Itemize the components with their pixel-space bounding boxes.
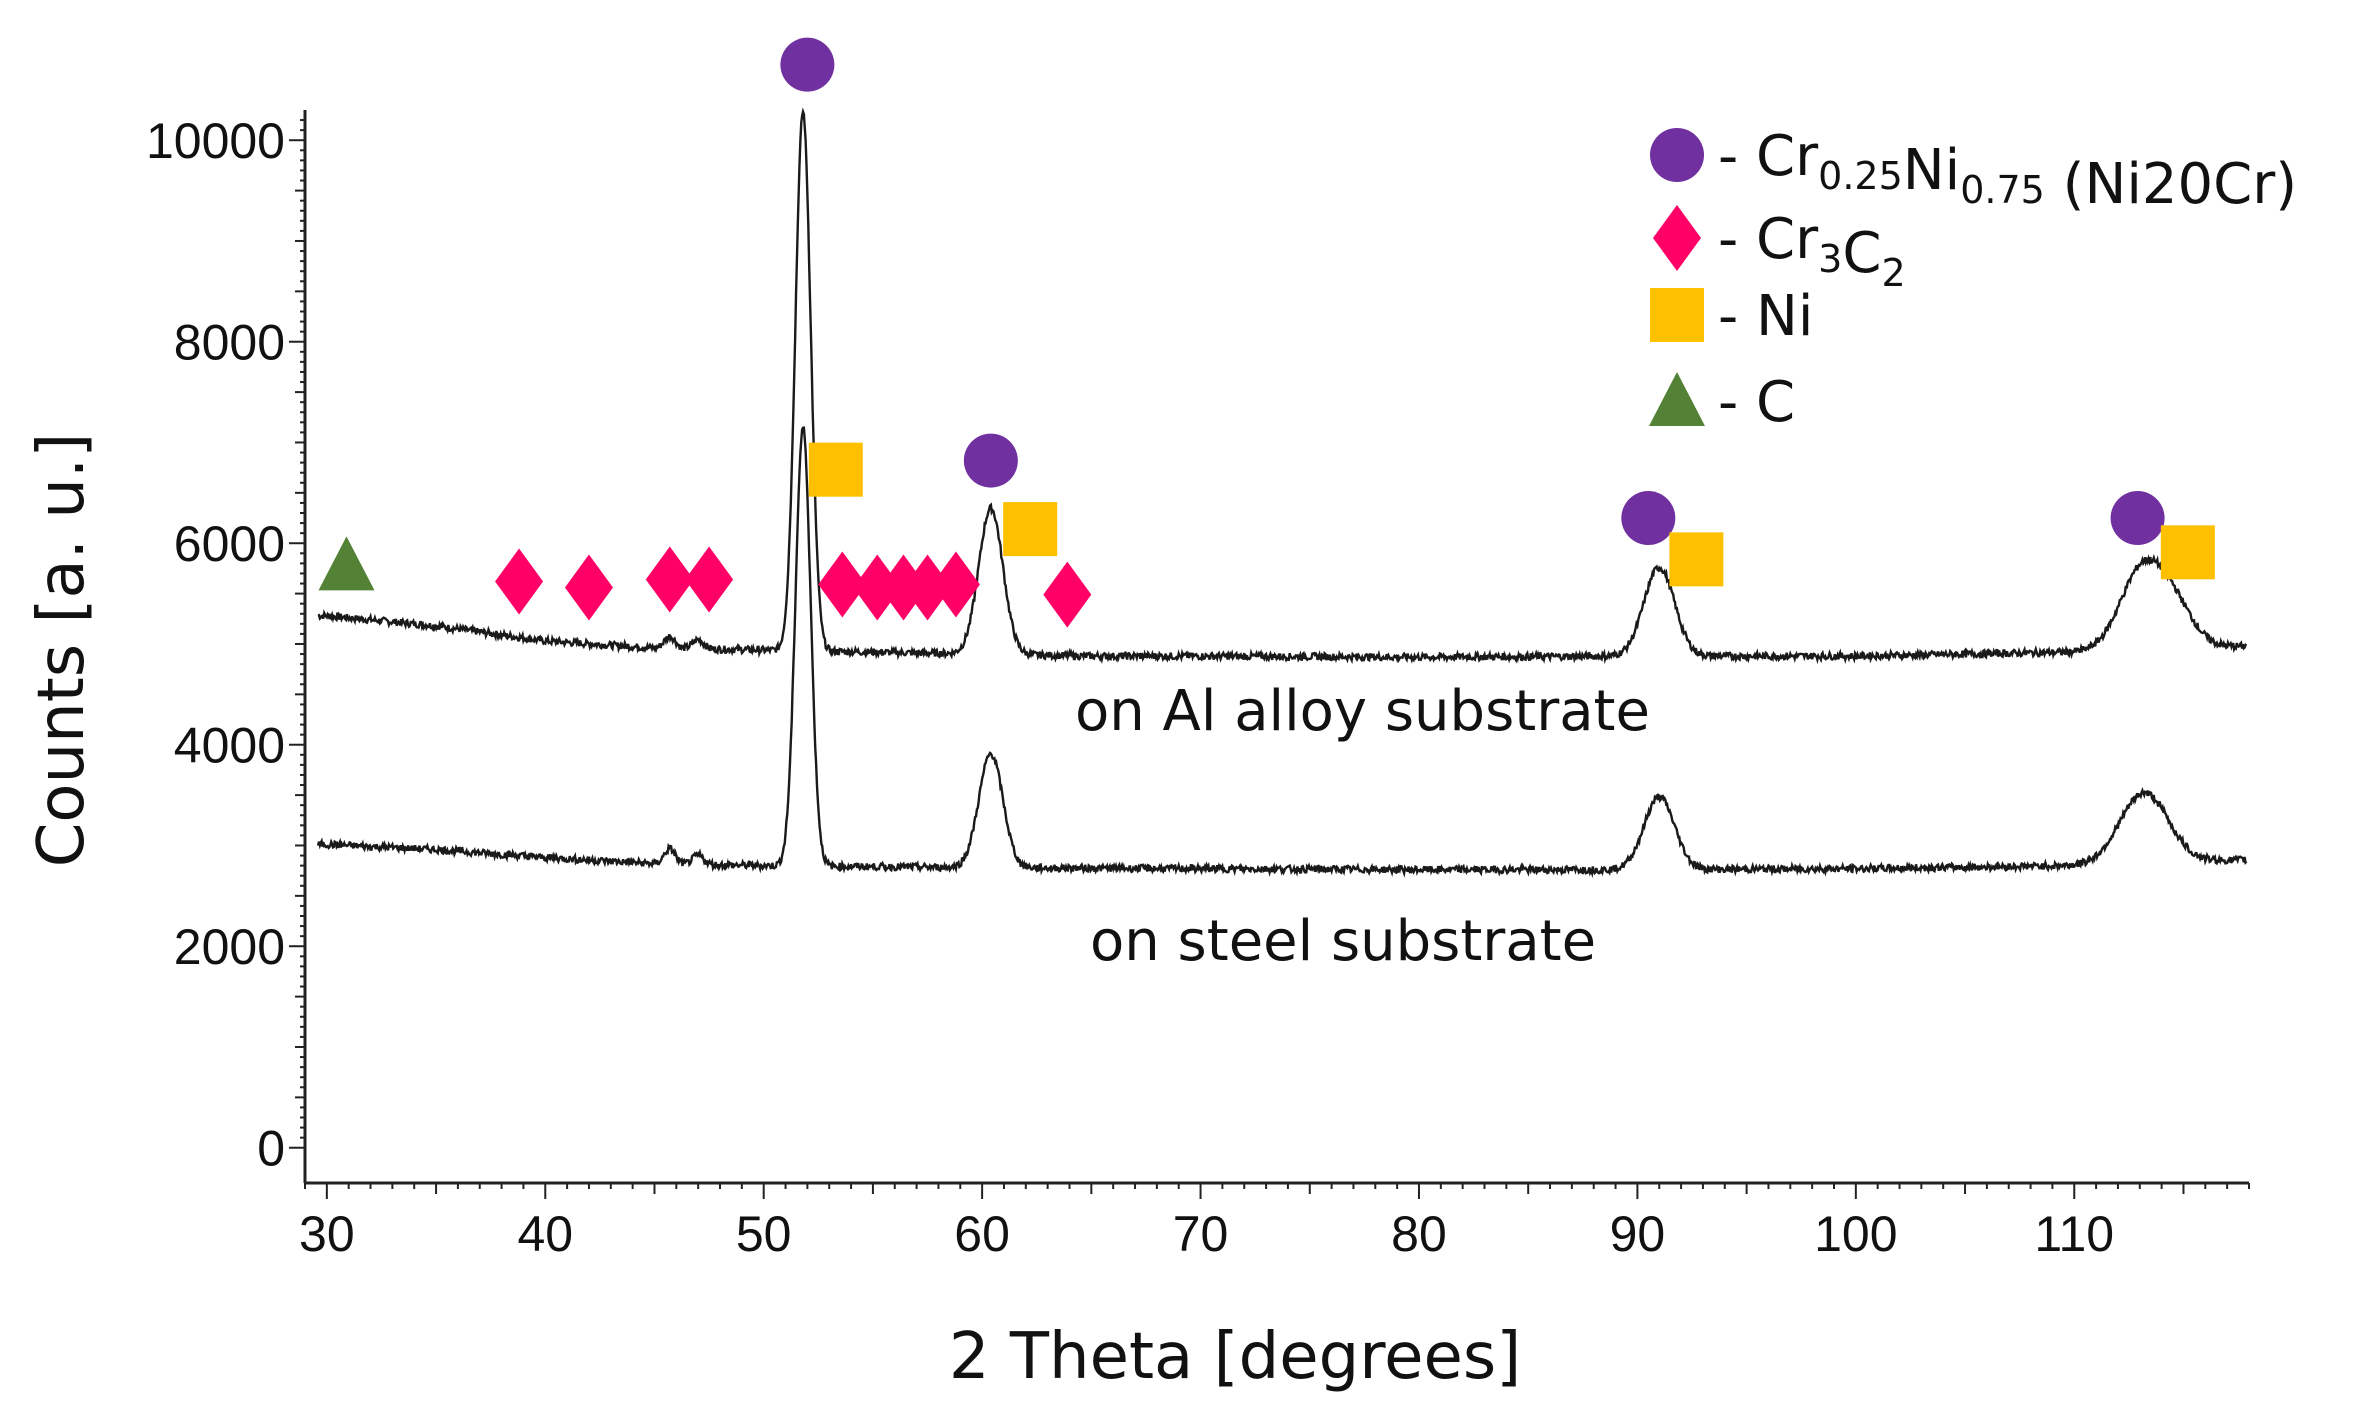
phase-marker-diamond — [879, 554, 928, 621]
phase-marker-diamond — [931, 551, 980, 618]
legend-diamond-icon — [1653, 205, 1701, 271]
phase-marker-square — [1669, 532, 1724, 587]
phase-marker-diamond — [495, 548, 544, 615]
x-tick-label: 60 — [954, 1206, 1010, 1262]
series-line-al-alloy — [317, 107, 2248, 665]
phase-marker-circle — [963, 433, 1018, 488]
x-tick-label: 30 — [299, 1206, 355, 1262]
series-line-steel — [316, 426, 2248, 878]
x-tick-label: 100 — [1814, 1206, 1897, 1262]
phase-marker-diamond — [645, 546, 694, 613]
legend-label: - Ni — [1718, 284, 1813, 349]
phase-marker-square — [808, 442, 863, 497]
legend-triangle-icon — [1649, 372, 1705, 426]
phase-marker-triangle — [318, 536, 375, 591]
x-tick-label: 80 — [1391, 1206, 1447, 1262]
legend: - Cr0.25Ni0.75 (Ni20Cr)- Cr3C2- Ni - C — [1649, 124, 2297, 435]
x-tick-label: 40 — [517, 1206, 573, 1262]
y-tick-label: 8000 — [174, 315, 285, 371]
phase-marker-square — [1003, 502, 1058, 557]
legend-circle-icon — [1650, 128, 1704, 182]
legend-label: - Cr3C2 — [1718, 207, 1906, 295]
legend-label: - Cr0.25Ni0.75 (Ni20Cr) — [1718, 124, 2297, 217]
x-tick-label: 90 — [1610, 1206, 1666, 1262]
y-ticks: 0 2000 4000 6000 8000 10000 — [146, 113, 305, 1177]
legend-label: - C — [1718, 370, 1795, 435]
marker-group — [318, 37, 2215, 628]
series-group — [316, 107, 2248, 878]
phase-marker-diamond — [853, 554, 902, 621]
annotation-al-alloy: on Al alloy substrate — [1075, 679, 1650, 744]
y-tick-label: 4000 — [174, 718, 285, 774]
phase-marker-square — [2160, 525, 2215, 580]
x-tick-label: 70 — [1173, 1206, 1229, 1262]
phase-marker-diamond — [685, 546, 734, 613]
y-tick-label: 10000 — [146, 113, 285, 169]
y-tick-label: 2000 — [174, 919, 285, 975]
y-tick-label: 6000 — [174, 516, 285, 572]
phase-marker-diamond — [818, 551, 867, 618]
legend-square-icon — [1650, 288, 1704, 342]
x-tick-label: 110 — [2034, 1206, 2114, 1262]
phase-marker-circle — [780, 37, 835, 92]
y-tick-label: 0 — [257, 1121, 285, 1177]
x-axis-title: 2 Theta [degrees] — [949, 1320, 1521, 1394]
phase-marker-diamond — [564, 554, 613, 621]
axes: 30 40 50 60 70 80 90 100 110 0 2000 4000 6000 8000 10… — [146, 110, 2250, 1262]
phase-marker-circle — [1621, 491, 1676, 546]
annotation-steel: on steel substrate — [1090, 909, 1596, 974]
phase-marker-circle — [2110, 491, 2165, 546]
x-ticks: 30 40 50 60 70 80 90 100 110 — [299, 1183, 2250, 1262]
x-tick-label: 50 — [736, 1206, 792, 1262]
phase-marker-diamond — [903, 554, 952, 621]
y-axis-title: Counts [a. u.] — [25, 433, 99, 868]
phase-marker-diamond — [1043, 561, 1092, 628]
